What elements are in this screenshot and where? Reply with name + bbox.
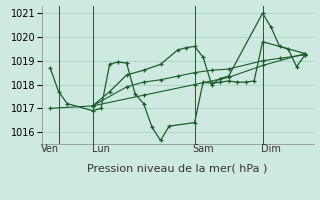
X-axis label: Pression niveau de la mer( hPa ): Pression niveau de la mer( hPa ) [87, 163, 268, 173]
Text: Ven: Ven [41, 144, 59, 154]
Text: Sam: Sam [192, 144, 214, 154]
Text: Dim: Dim [261, 144, 281, 154]
Text: Lun: Lun [92, 144, 110, 154]
